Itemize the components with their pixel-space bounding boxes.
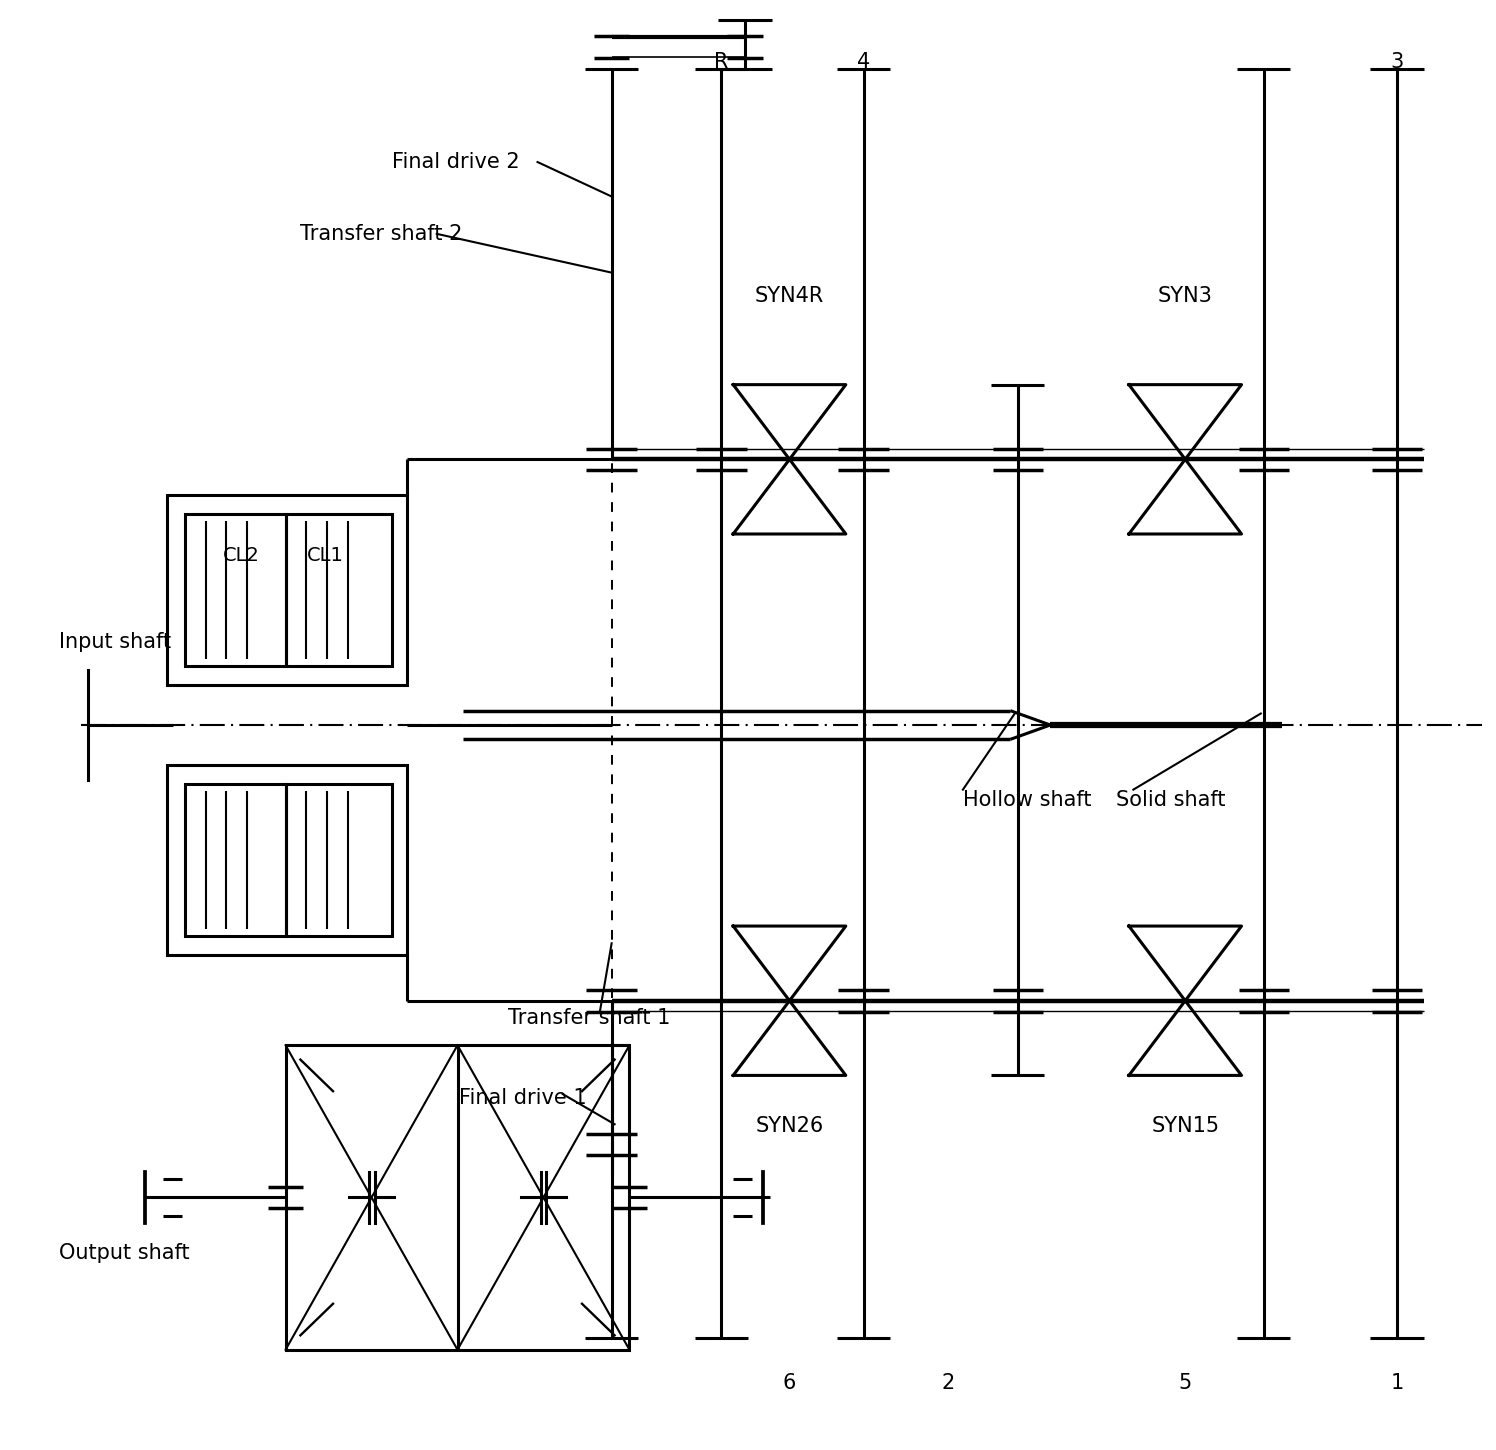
Text: SYN3: SYN3 bbox=[1158, 286, 1213, 306]
Text: Hollow shaft: Hollow shaft bbox=[963, 790, 1092, 809]
Text: Transfer shaft 2: Transfer shaft 2 bbox=[301, 223, 462, 244]
Text: SYN15: SYN15 bbox=[1150, 1115, 1219, 1135]
Text: Final drive 2: Final drive 2 bbox=[392, 152, 521, 173]
Bar bbox=[168, 766, 407, 954]
Bar bbox=[186, 513, 286, 666]
Bar bbox=[168, 496, 407, 684]
Text: 1: 1 bbox=[1391, 1373, 1403, 1393]
Text: CL1: CL1 bbox=[307, 547, 344, 566]
Text: 2: 2 bbox=[941, 1373, 954, 1393]
Text: 5: 5 bbox=[1179, 1373, 1192, 1393]
Bar bbox=[186, 784, 286, 937]
Text: 4: 4 bbox=[857, 52, 871, 71]
Text: 6: 6 bbox=[782, 1373, 796, 1393]
Text: SYN4R: SYN4R bbox=[755, 286, 824, 306]
Text: R: R bbox=[714, 52, 729, 71]
Text: Transfer shaft 1: Transfer shaft 1 bbox=[509, 1008, 670, 1028]
Text: CL2: CL2 bbox=[223, 547, 259, 566]
Text: Solid shaft: Solid shaft bbox=[1116, 790, 1225, 809]
Bar bbox=[286, 513, 392, 666]
Text: Final drive 1: Final drive 1 bbox=[459, 1089, 586, 1108]
Text: Input shaft: Input shaft bbox=[58, 632, 171, 651]
Text: Output shaft: Output shaft bbox=[58, 1244, 190, 1263]
Text: 3: 3 bbox=[1391, 52, 1403, 71]
Text: SYN26: SYN26 bbox=[755, 1115, 824, 1135]
Bar bbox=[286, 784, 392, 937]
Bar bbox=[286, 1045, 630, 1350]
